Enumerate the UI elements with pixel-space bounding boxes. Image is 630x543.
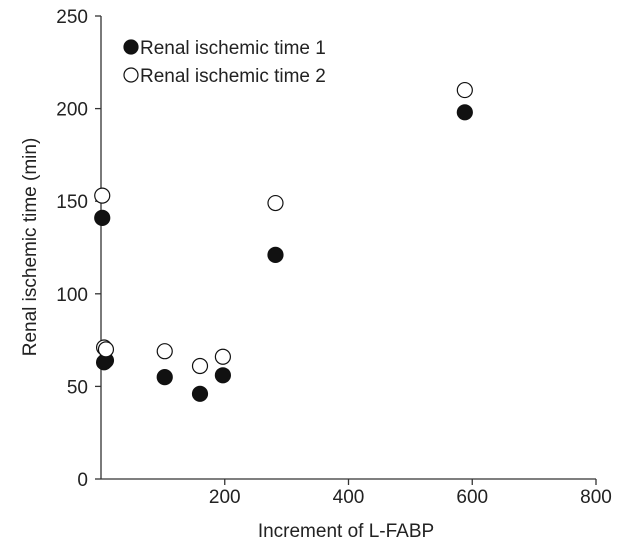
legend-item-series-2: Renal ischemic time 2 [123,66,326,87]
data-point-series-2 [94,187,111,204]
y-axis-title: Renal ischemic time (min) [20,138,41,357]
data-point-series-1 [456,104,473,121]
data-point-series-1 [156,369,173,386]
legend-item-series-1: Renal ischemic time 1 [123,38,326,59]
legend-marker-series-1 [123,39,139,55]
data-point-series-2 [267,194,284,212]
data-point-series-2 [214,348,231,365]
data-point-series-1 [94,209,111,226]
legend-label-series-2: Renal ischemic time 2 [140,66,326,87]
legend-label-series-1: Renal ischemic time 1 [140,38,326,59]
y-tick-label: 50 [67,377,88,398]
data-point-series-2 [156,343,173,360]
data-point-series-2 [97,341,115,358]
y-tick-label: 150 [56,192,88,213]
x-tick-label: 800 [580,487,612,508]
data-point-series-1 [191,385,209,402]
y-ticks: 0 50 100 150 200 250 [56,7,101,491]
y-tick-label: 0 [77,470,88,491]
data-point-series-2 [191,357,209,375]
x-ticks: 200 400 600 800 [209,479,612,508]
x-tick-label: 600 [456,487,488,508]
x-tick-label: 200 [209,487,241,508]
y-tick-label: 100 [56,285,88,306]
legend-marker-series-2 [123,67,139,83]
legend: Renal ischemic time 1 Renal ischemic tim… [123,38,326,87]
x-tick-label: 400 [333,487,365,508]
data-points [94,81,473,402]
x-axis-title: Increment of L-FABP [258,521,434,542]
y-tick-label: 250 [56,7,88,28]
data-point-series-2 [456,81,473,99]
data-point-series-1 [214,367,231,384]
y-tick-label: 200 [56,100,88,121]
data-point-series-1 [267,246,284,264]
